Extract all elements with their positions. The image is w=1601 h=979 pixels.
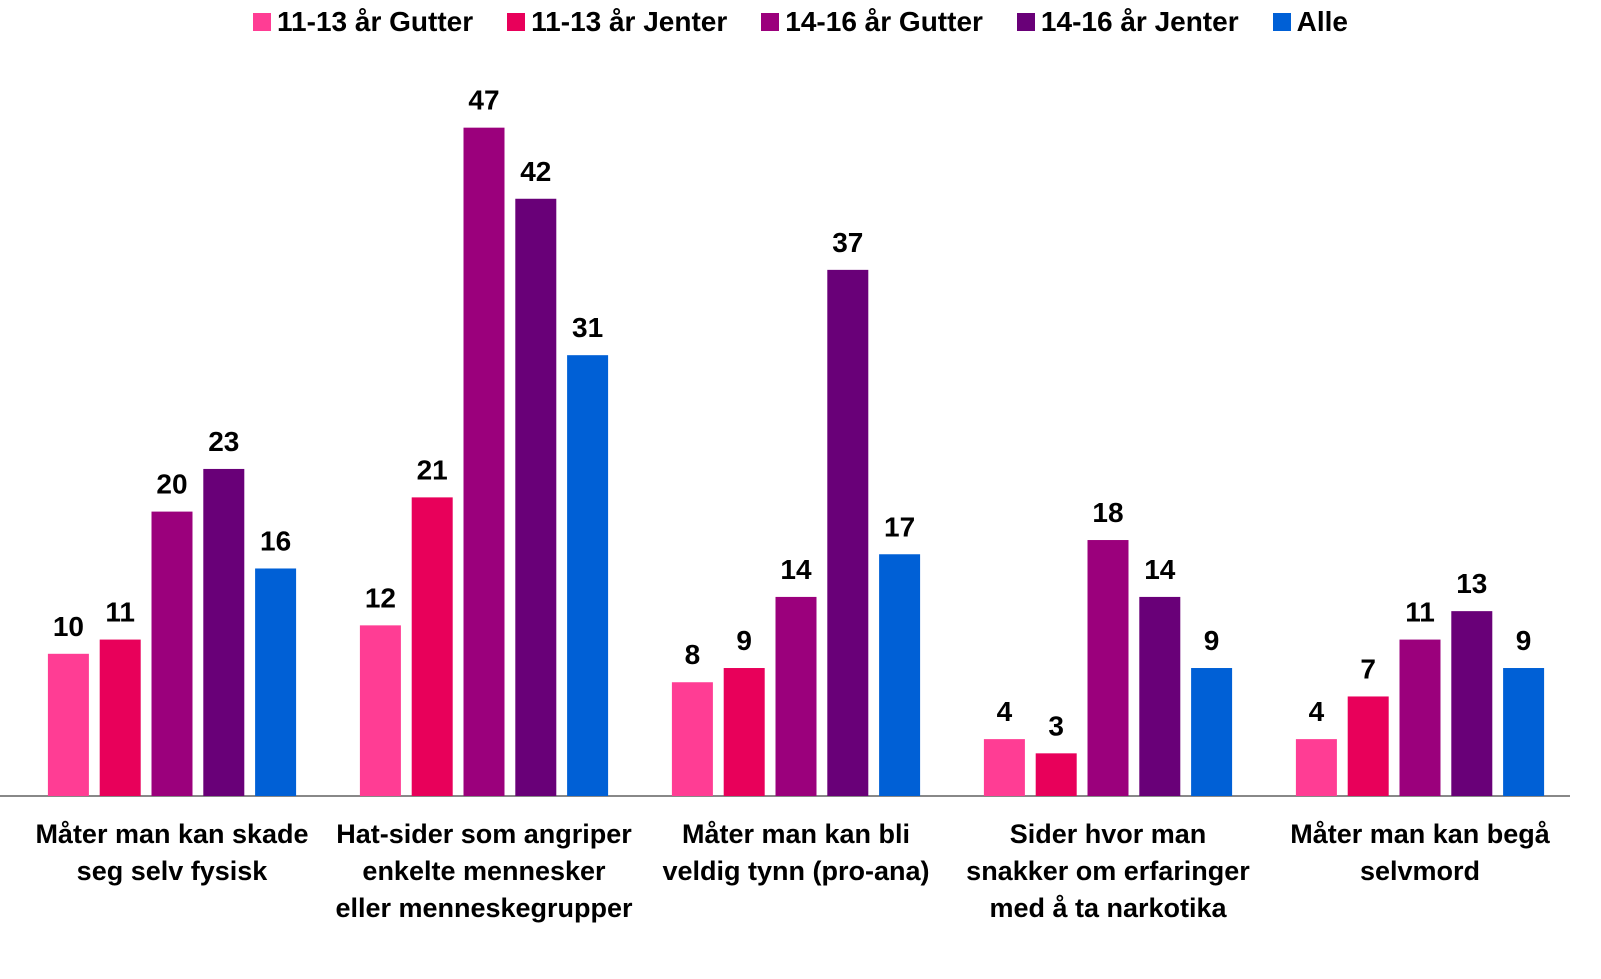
bar xyxy=(879,554,921,796)
legend-item: 14-16 år Jenter xyxy=(1016,6,1239,38)
value-label: 11 xyxy=(1405,597,1435,628)
bar xyxy=(1191,668,1233,796)
value-label: 10 xyxy=(53,611,84,642)
x-tick-label: Måter man kan begå selvmord xyxy=(1290,819,1550,886)
value-label: 11 xyxy=(105,597,135,628)
legend-swatch xyxy=(253,13,272,31)
legend-item: 11-13 år Jenter xyxy=(507,6,727,38)
bar xyxy=(1451,611,1493,796)
legend-label: 11-13 år Jenter xyxy=(531,6,728,37)
value-label: 37 xyxy=(832,227,863,258)
bar xyxy=(1503,668,1545,796)
bar xyxy=(1087,540,1129,796)
bar xyxy=(1139,596,1181,796)
value-label: 4 xyxy=(997,696,1013,727)
bar xyxy=(567,355,609,796)
legend-swatch xyxy=(1016,13,1035,31)
x-tick-label: Sider hvor man snakker om erfaringer med… xyxy=(966,819,1250,923)
value-label: 13 xyxy=(1456,568,1487,599)
legend-label: 14-16 år Gutter xyxy=(785,6,983,37)
bar xyxy=(99,639,141,796)
value-label: 12 xyxy=(365,582,396,613)
x-tick-label: Måter man kan skade seg selv fysisk xyxy=(35,819,309,886)
bar xyxy=(1399,639,1441,796)
value-label: 31 xyxy=(572,312,603,343)
bar xyxy=(1295,739,1337,796)
value-label: 9 xyxy=(736,625,752,656)
bar xyxy=(203,468,245,796)
x-tick-label: Hat-sider som angriper enkelte mennesker… xyxy=(335,819,633,923)
legend-swatch xyxy=(1272,13,1291,31)
value-label: 47 xyxy=(468,85,499,116)
value-label: 21 xyxy=(417,454,448,485)
value-label: 23 xyxy=(208,426,239,457)
bar xyxy=(1347,696,1389,796)
value-label: 9 xyxy=(1204,625,1220,656)
value-label: 20 xyxy=(156,469,187,500)
bar xyxy=(671,682,713,796)
bar xyxy=(411,497,453,796)
legend-item: 14-16 år Gutter xyxy=(761,6,983,38)
value-label: 3 xyxy=(1048,710,1064,741)
value-label: 17 xyxy=(884,511,915,542)
bar xyxy=(983,739,1025,796)
value-label: 9 xyxy=(1516,625,1532,656)
value-label: 42 xyxy=(520,156,551,187)
bar xyxy=(1035,753,1077,796)
bar xyxy=(359,625,401,796)
value-label: 7 xyxy=(1360,653,1376,684)
legend: 11-13 år Gutter 11-13 år Jenter 14-16 år G… xyxy=(0,6,1601,38)
value-label: 14 xyxy=(780,554,812,585)
value-label: 4 xyxy=(1309,696,1325,727)
bar xyxy=(515,198,557,796)
legend-label: 14-16 år Jenter xyxy=(1040,6,1239,37)
bar xyxy=(255,568,297,796)
x-tick-label: Måter man kan bli veldig tynn (pro-ana) xyxy=(662,819,930,886)
value-label: 18 xyxy=(1092,497,1123,528)
legend-item: Alle xyxy=(1272,6,1348,38)
bar xyxy=(775,596,817,796)
bar xyxy=(151,511,193,796)
value-label: 14 xyxy=(1144,554,1176,585)
bar xyxy=(723,668,765,796)
legend-swatch xyxy=(761,13,780,31)
legend-label: Alle xyxy=(1296,6,1348,37)
legend-swatch xyxy=(507,13,526,31)
value-label: 8 xyxy=(685,639,701,670)
value-label: 16 xyxy=(260,525,291,556)
legend-item: 11-13 år Gutter xyxy=(253,6,473,38)
bar xyxy=(47,653,89,796)
bar xyxy=(463,127,505,796)
bar xyxy=(827,269,869,796)
legend-label: 11-13 år Gutter xyxy=(277,6,474,37)
